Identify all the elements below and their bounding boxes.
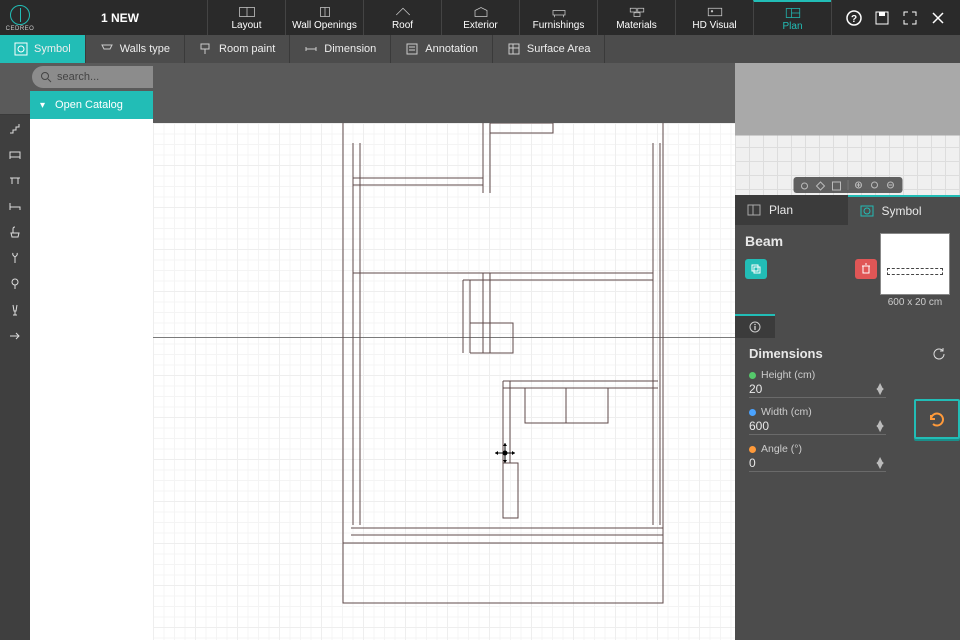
reset-icon[interactable] <box>932 347 946 361</box>
tab-layout[interactable]: Layout <box>207 0 285 35</box>
subtab-surface-area[interactable]: Surface Area <box>493 35 606 63</box>
rail-glass-icon[interactable] <box>0 297 30 323</box>
width-value[interactable]: 600 <box>749 419 769 433</box>
floorplan-drawing <box>153 123 721 640</box>
panel-tab-plan[interactable]: Plan <box>735 195 848 225</box>
angle-stepper[interactable]: ▲▼ <box>874 458 886 468</box>
rail-bed-icon[interactable] <box>0 193 30 219</box>
width-stepper[interactable]: ▲▼ <box>874 421 886 431</box>
brand-logo[interactable]: CEDREO <box>0 0 40 35</box>
open-catalog-button[interactable]: ▾ Open Catalog <box>30 91 153 119</box>
canvas-area <box>153 63 735 640</box>
panel-tab-symbol[interactable]: Symbol <box>848 195 960 225</box>
rail-table-icon[interactable] <box>0 167 30 193</box>
duplicate-button[interactable] <box>745 259 767 279</box>
main-tabs: Layout Wall Openings Roof Exterior Furni… <box>207 0 831 35</box>
preview-tool-icon[interactable] <box>815 180 825 190</box>
help-icon[interactable]: ? <box>846 10 862 26</box>
preview-3d[interactable] <box>735 63 960 195</box>
rail-plant-icon[interactable] <box>0 245 30 271</box>
thumbnail-size-label: 600 x 20 cm <box>880 297 950 308</box>
rail-sofa-icon[interactable] <box>0 141 30 167</box>
svg-text:?: ? <box>851 14 857 25</box>
subtab-dimension[interactable]: Dimension <box>290 35 391 63</box>
rotate-button[interactable] <box>914 399 960 439</box>
properties-panel: Plan Symbol Beam 600 x 20 cm Dimensions <box>735 63 960 640</box>
info-tab[interactable] <box>735 314 775 338</box>
tab-wall-openings[interactable]: Wall Openings <box>285 0 363 35</box>
dimensions-heading: Dimensions <box>749 346 823 361</box>
floorplan-canvas[interactable] <box>153 123 735 640</box>
topbar-actions: ? <box>831 0 960 35</box>
height-value[interactable]: 20 <box>749 382 762 396</box>
width-label: Width (cm) <box>761 406 812 418</box>
subtab-symbol[interactable]: Symbol <box>0 35 86 63</box>
tab-hd-visual[interactable]: HD Visual <box>675 0 753 35</box>
tab-furnishings[interactable]: Furnishings <box>519 0 597 35</box>
preview-tool-icon[interactable] <box>831 180 841 190</box>
project-name: 1 NEW <box>40 11 200 25</box>
preview-toolbar <box>793 177 902 193</box>
zoom-out-icon[interactable] <box>886 180 896 190</box>
zoom-fit-icon[interactable] <box>870 180 880 190</box>
tab-roof[interactable]: Roof <box>363 0 441 35</box>
preview-tool-icon[interactable] <box>799 180 809 190</box>
object-title: Beam <box>745 233 877 249</box>
left-icon-rail <box>0 63 30 640</box>
angle-label: Angle (°) <box>761 443 802 455</box>
object-thumbnail[interactable] <box>880 233 950 295</box>
angle-value[interactable]: 0 <box>749 456 756 470</box>
tab-plan[interactable]: Plan <box>753 0 831 35</box>
catalog-column: ▾ Open Catalog <box>30 63 153 640</box>
rail-bath-icon[interactable] <box>0 219 30 245</box>
search-icon <box>40 71 52 83</box>
height-label: Height (cm) <box>761 369 815 381</box>
zoom-in-icon[interactable] <box>854 180 864 190</box>
tab-materials[interactable]: Materials <box>597 0 675 35</box>
tab-exterior[interactable]: Exterior <box>441 0 519 35</box>
close-icon[interactable] <box>930 10 946 26</box>
height-stepper[interactable]: ▲▼ <box>874 384 886 394</box>
sub-toolbar: Symbol Walls type Room paint Dimension A… <box>0 35 960 63</box>
save-icon[interactable] <box>874 10 890 26</box>
rail-arrow-icon[interactable] <box>0 323 30 349</box>
rail-light-icon[interactable] <box>0 271 30 297</box>
chevron-down-icon: ▾ <box>40 100 45 111</box>
subtab-annotation[interactable]: Annotation <box>391 35 493 63</box>
delete-button[interactable] <box>855 259 877 279</box>
fullscreen-icon[interactable] <box>902 10 918 26</box>
subtab-walls-type[interactable]: Walls type <box>86 35 185 63</box>
rail-stairs-icon[interactable] <box>0 115 30 141</box>
top-bar: CEDREO 1 NEW Layout Wall Openings Roof E… <box>0 0 960 35</box>
subtab-room-paint[interactable]: Room paint <box>185 35 290 63</box>
